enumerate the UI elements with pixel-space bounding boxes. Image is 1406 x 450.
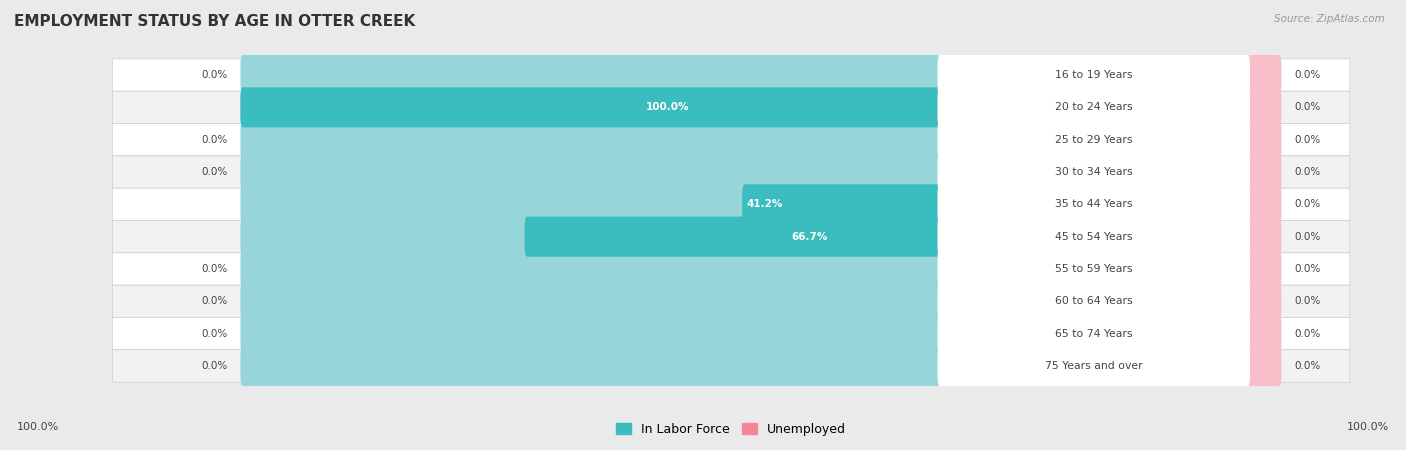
FancyBboxPatch shape (1247, 184, 1281, 225)
Text: 66.7%: 66.7% (792, 232, 827, 242)
FancyBboxPatch shape (1247, 216, 1281, 256)
FancyBboxPatch shape (1247, 346, 1281, 386)
FancyBboxPatch shape (240, 346, 941, 386)
Text: 0.0%: 0.0% (201, 70, 228, 80)
FancyBboxPatch shape (938, 281, 1250, 321)
FancyBboxPatch shape (240, 55, 941, 95)
Text: 0.0%: 0.0% (201, 264, 228, 274)
Text: 65 to 74 Years: 65 to 74 Years (1054, 328, 1132, 339)
FancyBboxPatch shape (1247, 120, 1281, 160)
Text: 0.0%: 0.0% (1295, 135, 1320, 144)
Text: 0.0%: 0.0% (1295, 297, 1320, 306)
FancyBboxPatch shape (112, 188, 1350, 220)
FancyBboxPatch shape (112, 59, 1350, 91)
FancyBboxPatch shape (112, 123, 1350, 156)
Text: 100.0%: 100.0% (17, 422, 59, 432)
Text: 0.0%: 0.0% (201, 361, 228, 371)
Text: 0.0%: 0.0% (201, 297, 228, 306)
FancyBboxPatch shape (112, 350, 1350, 382)
FancyBboxPatch shape (240, 281, 941, 321)
FancyBboxPatch shape (938, 216, 1250, 256)
Text: 0.0%: 0.0% (1295, 199, 1320, 209)
Text: 0.0%: 0.0% (201, 167, 228, 177)
FancyBboxPatch shape (1247, 314, 1281, 354)
FancyBboxPatch shape (938, 120, 1250, 160)
FancyBboxPatch shape (938, 55, 1250, 95)
FancyBboxPatch shape (524, 216, 941, 256)
FancyBboxPatch shape (112, 220, 1350, 253)
Text: 0.0%: 0.0% (1295, 361, 1320, 371)
Text: 25 to 29 Years: 25 to 29 Years (1054, 135, 1132, 144)
FancyBboxPatch shape (1247, 87, 1281, 127)
FancyBboxPatch shape (1247, 55, 1281, 95)
FancyBboxPatch shape (240, 87, 941, 127)
Text: 35 to 44 Years: 35 to 44 Years (1054, 199, 1132, 209)
Legend: In Labor Force, Unemployed: In Labor Force, Unemployed (612, 418, 851, 441)
FancyBboxPatch shape (240, 314, 941, 354)
FancyBboxPatch shape (240, 152, 941, 192)
Text: 41.2%: 41.2% (747, 199, 783, 209)
FancyBboxPatch shape (742, 184, 941, 225)
Text: 0.0%: 0.0% (1295, 167, 1320, 177)
Text: 75 Years and over: 75 Years and over (1045, 361, 1143, 371)
FancyBboxPatch shape (240, 249, 941, 289)
Text: 0.0%: 0.0% (1295, 70, 1320, 80)
Text: 0.0%: 0.0% (201, 135, 228, 144)
FancyBboxPatch shape (938, 87, 1250, 127)
FancyBboxPatch shape (938, 249, 1250, 289)
Text: 0.0%: 0.0% (1295, 232, 1320, 242)
FancyBboxPatch shape (112, 156, 1350, 188)
FancyBboxPatch shape (112, 253, 1350, 285)
FancyBboxPatch shape (938, 314, 1250, 354)
FancyBboxPatch shape (240, 120, 941, 160)
Text: 0.0%: 0.0% (1295, 102, 1320, 112)
Text: 100.0%: 100.0% (645, 102, 689, 112)
FancyBboxPatch shape (112, 285, 1350, 318)
Text: 0.0%: 0.0% (1295, 264, 1320, 274)
FancyBboxPatch shape (1247, 249, 1281, 289)
Text: 30 to 34 Years: 30 to 34 Years (1054, 167, 1133, 177)
FancyBboxPatch shape (938, 346, 1250, 386)
Text: 60 to 64 Years: 60 to 64 Years (1054, 297, 1133, 306)
FancyBboxPatch shape (240, 184, 941, 225)
Text: 55 to 59 Years: 55 to 59 Years (1054, 264, 1132, 274)
Text: 45 to 54 Years: 45 to 54 Years (1054, 232, 1132, 242)
FancyBboxPatch shape (938, 184, 1250, 225)
FancyBboxPatch shape (1247, 152, 1281, 192)
Text: 100.0%: 100.0% (1347, 422, 1389, 432)
Text: 0.0%: 0.0% (1295, 328, 1320, 339)
FancyBboxPatch shape (112, 318, 1350, 350)
Text: 0.0%: 0.0% (201, 328, 228, 339)
FancyBboxPatch shape (240, 216, 941, 256)
FancyBboxPatch shape (112, 91, 1350, 123)
Text: Source: ZipAtlas.com: Source: ZipAtlas.com (1274, 14, 1385, 23)
Text: 16 to 19 Years: 16 to 19 Years (1054, 70, 1132, 80)
FancyBboxPatch shape (240, 87, 941, 127)
Text: 20 to 24 Years: 20 to 24 Years (1054, 102, 1133, 112)
FancyBboxPatch shape (1247, 281, 1281, 321)
Text: EMPLOYMENT STATUS BY AGE IN OTTER CREEK: EMPLOYMENT STATUS BY AGE IN OTTER CREEK (14, 14, 415, 28)
FancyBboxPatch shape (938, 152, 1250, 192)
